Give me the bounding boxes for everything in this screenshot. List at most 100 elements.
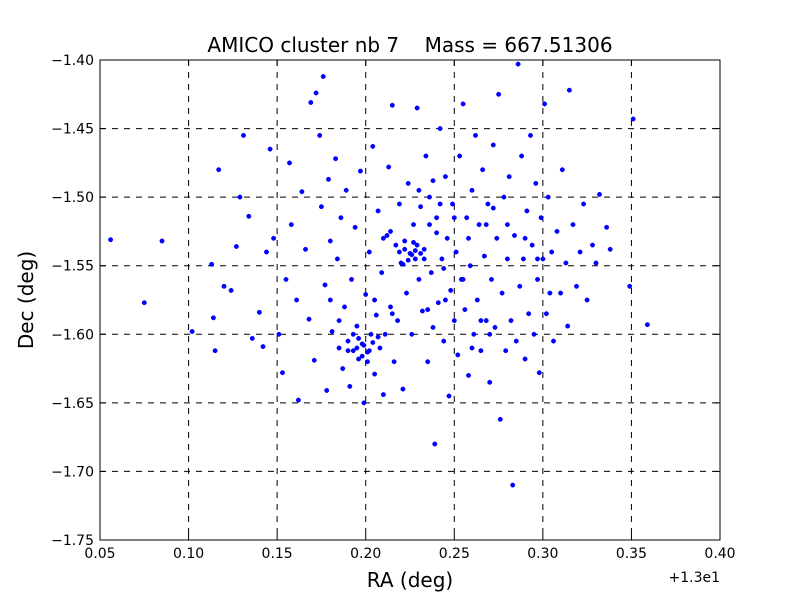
scatter-point bbox=[460, 276, 466, 282]
scatter-point bbox=[303, 246, 308, 252]
scatter-point bbox=[526, 311, 532, 317]
scatter-point bbox=[483, 318, 489, 324]
scatter-point bbox=[327, 238, 333, 244]
scatter-point bbox=[306, 316, 312, 322]
scatter-point bbox=[434, 230, 440, 236]
scatter-point bbox=[318, 204, 324, 210]
scatter-point bbox=[437, 201, 443, 207]
scatter-point bbox=[515, 61, 521, 67]
scatter-point bbox=[393, 242, 399, 248]
scatter-point bbox=[565, 323, 571, 329]
y-tick-label: −1.75 bbox=[51, 533, 94, 549]
scatter-point bbox=[520, 256, 526, 262]
scatter-point bbox=[260, 344, 266, 350]
scatter-point bbox=[421, 256, 427, 262]
scatter-point bbox=[320, 74, 326, 79]
scatter-point bbox=[577, 249, 583, 255]
scatter-point bbox=[395, 318, 401, 324]
scatter-point bbox=[547, 290, 553, 296]
scatter-point bbox=[593, 260, 599, 266]
scatter-point bbox=[430, 178, 436, 184]
scatter-point bbox=[554, 228, 560, 234]
scatter-point bbox=[345, 338, 351, 344]
scatter-point bbox=[366, 348, 372, 354]
scatter-point bbox=[423, 153, 429, 159]
scatter-point bbox=[506, 174, 512, 180]
scatter-point bbox=[476, 222, 482, 228]
scatter-point bbox=[365, 359, 370, 365]
scatter-point bbox=[496, 91, 502, 97]
scatter-point bbox=[342, 304, 347, 310]
scatter-point bbox=[189, 329, 195, 334]
scatter-point bbox=[442, 297, 448, 303]
scatter-point bbox=[416, 276, 422, 282]
x-tick-label: 0.25 bbox=[439, 546, 470, 562]
scatter-point bbox=[497, 416, 503, 422]
x-tick-label: 0.15 bbox=[262, 546, 293, 562]
scatter-point bbox=[356, 335, 362, 341]
scatter-point bbox=[334, 256, 340, 262]
scatter-point bbox=[396, 201, 402, 207]
scatter-point bbox=[388, 304, 393, 310]
scatter-point bbox=[480, 167, 486, 173]
scatter-point bbox=[402, 238, 408, 244]
scatter-point bbox=[241, 132, 246, 138]
scatter-point bbox=[267, 146, 273, 152]
scatter-point bbox=[336, 318, 342, 324]
scatter-point bbox=[563, 260, 569, 266]
scatter-point bbox=[384, 233, 390, 238]
scatter-point bbox=[503, 348, 509, 354]
scatter-point bbox=[478, 348, 484, 354]
scatter-point bbox=[533, 180, 539, 186]
scatter-point bbox=[405, 180, 411, 186]
scatter-point bbox=[311, 357, 317, 363]
scatter-point bbox=[412, 256, 418, 262]
scatter-point bbox=[490, 205, 496, 211]
scatter-point bbox=[543, 311, 549, 317]
scatter-point bbox=[338, 215, 344, 221]
scatter-point bbox=[416, 187, 422, 193]
plot-title: AMICO cluster nb 7 Mass = 667.51306 bbox=[207, 33, 612, 57]
y-tick-label: −1.45 bbox=[51, 122, 94, 138]
x-tick-label: 0.10 bbox=[173, 546, 204, 562]
scatter-point bbox=[326, 176, 331, 182]
scatter-point bbox=[350, 331, 356, 337]
scatter-point bbox=[538, 215, 544, 221]
x-tick-label: 0.20 bbox=[350, 546, 381, 562]
scatter-point bbox=[581, 201, 587, 207]
scatter-point bbox=[558, 290, 564, 296]
scatter-point bbox=[492, 324, 498, 330]
scatter-point bbox=[271, 235, 277, 241]
scatter-point bbox=[349, 276, 354, 282]
y-tick-label: −1.60 bbox=[51, 327, 94, 343]
scatter-point bbox=[391, 359, 397, 365]
scatter-point bbox=[343, 187, 349, 193]
scatter-point bbox=[228, 287, 234, 293]
y-tick-label: −1.40 bbox=[51, 53, 94, 69]
scatter-point bbox=[570, 222, 576, 228]
scatter-point bbox=[501, 194, 507, 200]
scatter-point bbox=[414, 242, 420, 248]
scatter-point bbox=[427, 222, 432, 228]
scatter-point bbox=[299, 189, 305, 195]
scatter-point bbox=[361, 342, 367, 348]
scatter-point bbox=[237, 194, 243, 200]
scatter-point bbox=[264, 249, 269, 255]
scatter-point bbox=[460, 101, 466, 107]
scatter-point bbox=[373, 312, 379, 318]
scatter-point bbox=[517, 283, 523, 289]
scatter-point bbox=[283, 276, 289, 282]
scatter-point bbox=[354, 323, 360, 329]
scatter-point bbox=[375, 334, 381, 340]
scatter-point bbox=[466, 235, 471, 241]
scatter-point bbox=[504, 222, 510, 228]
scatter-point bbox=[249, 335, 255, 341]
scatter-point bbox=[540, 256, 546, 262]
scatter-point bbox=[425, 307, 431, 313]
scatter-point bbox=[233, 244, 239, 249]
scatter-point bbox=[450, 201, 455, 207]
scatter-point bbox=[522, 235, 528, 241]
scatter-point bbox=[442, 174, 448, 180]
scatter-point bbox=[574, 283, 579, 289]
scatter-point bbox=[141, 300, 147, 306]
